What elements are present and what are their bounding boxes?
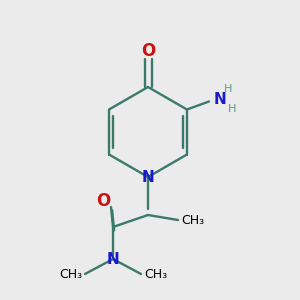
Text: CH₃: CH₃ — [181, 214, 204, 226]
Text: H: H — [224, 83, 232, 94]
Text: N: N — [142, 169, 154, 184]
Text: CH₃: CH₃ — [144, 268, 167, 281]
Text: O: O — [141, 42, 155, 60]
Text: N: N — [214, 92, 227, 107]
Text: CH₃: CH₃ — [59, 268, 82, 281]
Text: H: H — [228, 104, 236, 115]
Text: N: N — [106, 251, 119, 266]
Text: O: O — [96, 192, 110, 210]
